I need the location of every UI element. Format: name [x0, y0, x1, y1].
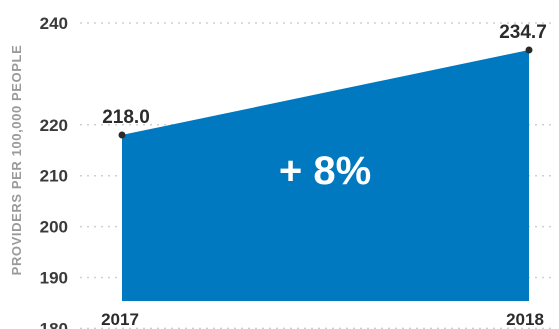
data-point-2018 [525, 46, 533, 54]
y-axis-label: PROVIDERS PER 100,000 PEOPLE [9, 45, 24, 276]
data-markers: 218.0 234.7 [102, 22, 547, 139]
y-tick-label: 240 [40, 14, 68, 33]
x-tick-label-2017: 2017 [101, 310, 139, 329]
y-tick-label: 210 [40, 167, 68, 186]
area-fill [122, 49, 529, 301]
y-tick-label: 200 [40, 218, 68, 237]
y-tick-label: 190 [40, 269, 68, 288]
x-axis-ticks: 2017 2018 [101, 310, 544, 329]
y-axis-ticks: 180 190 200 210 220 240 [40, 14, 68, 329]
y-tick-label: 180 [40, 319, 68, 329]
change-annotation: + 8% [279, 149, 371, 193]
data-label-2018: 234.7 [499, 22, 547, 43]
data-point-2017 [118, 131, 126, 139]
data-label-2017: 218.0 [102, 107, 150, 128]
y-tick-label: 220 [40, 116, 68, 135]
x-tick-label-2018: 2018 [506, 310, 544, 329]
